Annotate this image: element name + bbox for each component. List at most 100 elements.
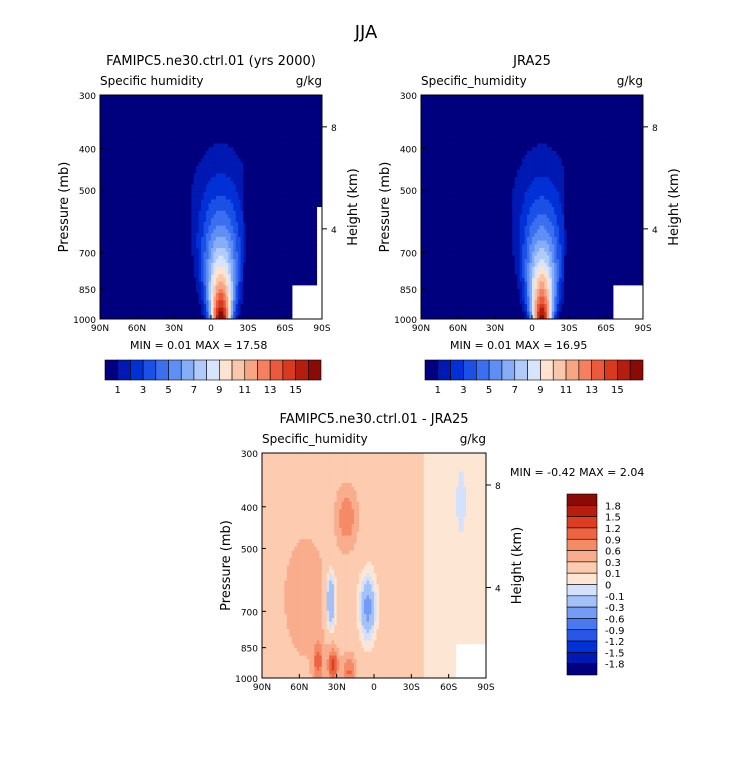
field-cell — [248, 102, 251, 107]
field-cell — [317, 203, 320, 208]
field-cell — [275, 229, 278, 234]
field-cell — [181, 188, 185, 193]
field-cell — [304, 98, 308, 103]
field-cell — [235, 169, 239, 174]
field-cell — [275, 95, 278, 100]
field-cell — [156, 192, 160, 197]
field-cell — [164, 259, 167, 264]
field-cell — [225, 277, 229, 283]
field-cell — [282, 281, 286, 286]
field-cell — [164, 210, 167, 215]
field-cell — [188, 147, 192, 152]
field-cell — [299, 289, 303, 294]
field-cell — [304, 270, 308, 275]
field-cell — [196, 218, 200, 223]
field-cell — [302, 154, 306, 159]
field-cell — [312, 169, 315, 174]
field-cell — [109, 132, 113, 137]
field-cell — [193, 151, 197, 156]
field-cell — [114, 98, 118, 103]
field-cell — [206, 255, 209, 260]
field-cell — [307, 289, 311, 294]
field-cell — [289, 162, 293, 167]
field-cell — [206, 169, 209, 174]
field-cell — [265, 117, 269, 122]
field-cell — [137, 169, 140, 174]
field-cell — [228, 277, 232, 283]
field-cell — [299, 158, 303, 163]
field-cell — [307, 143, 311, 148]
field-cell — [139, 221, 143, 227]
field-cell — [289, 266, 293, 271]
field-cell — [255, 184, 259, 189]
field-cell — [304, 225, 308, 230]
field-cell — [275, 139, 278, 144]
field-cell — [228, 147, 232, 152]
field-cell — [178, 277, 182, 283]
field-cell — [193, 248, 197, 253]
field-cell — [198, 177, 202, 182]
field-cell — [146, 184, 150, 189]
field-cell — [201, 233, 204, 238]
field-cell — [319, 177, 323, 182]
field-cell — [292, 173, 296, 178]
field-cell — [252, 210, 256, 215]
field-cell — [225, 124, 229, 129]
field-cell — [317, 154, 320, 159]
field-cell — [137, 263, 140, 268]
field-cell — [164, 266, 167, 271]
field-cell — [122, 158, 126, 163]
field-cell — [100, 117, 103, 122]
field-cell — [233, 158, 237, 163]
field-cell — [223, 188, 227, 193]
field-cell — [245, 207, 249, 212]
field-cell — [104, 98, 108, 103]
field-cell — [270, 184, 274, 189]
field-cell — [252, 203, 256, 208]
field-cell — [104, 199, 108, 204]
field-cell — [213, 199, 217, 204]
field-cell — [215, 277, 219, 283]
field-cell — [248, 95, 251, 100]
field-cell — [151, 203, 155, 208]
field-cell — [270, 221, 274, 227]
field-cell — [114, 281, 118, 286]
field-cell — [156, 154, 160, 159]
field-cell — [159, 289, 163, 294]
field-cell — [304, 177, 308, 182]
field-cell — [245, 121, 249, 126]
field-cell — [112, 169, 116, 174]
field-cell — [171, 143, 175, 148]
field-cell — [294, 109, 298, 115]
field-cell — [235, 289, 239, 294]
field-cell — [240, 296, 244, 301]
field-cell — [122, 162, 126, 167]
field-cell — [312, 192, 315, 197]
field-cell — [294, 285, 298, 290]
field-cell — [245, 214, 249, 219]
field-cell — [215, 248, 219, 253]
field-cell — [272, 147, 276, 152]
field-cell — [245, 177, 249, 182]
field-cell — [267, 233, 271, 238]
field-cell — [191, 296, 195, 301]
field-cell — [218, 192, 222, 197]
field-cell — [201, 248, 204, 253]
field-cell — [129, 95, 133, 100]
field-cell — [245, 236, 249, 241]
field-cell — [117, 106, 121, 111]
field-cell — [206, 154, 209, 159]
field-cell — [272, 109, 276, 115]
field-cell — [139, 285, 143, 290]
field-cell — [127, 162, 130, 167]
field-cell — [208, 158, 212, 163]
field-cell — [183, 173, 187, 178]
field-cell — [282, 270, 286, 275]
field-cell — [287, 259, 291, 264]
field-cell — [233, 240, 237, 245]
field-cell — [240, 117, 244, 122]
field-cell — [196, 192, 200, 197]
field-cell — [166, 147, 170, 152]
field-cell — [257, 236, 261, 241]
field-cell — [215, 102, 219, 107]
